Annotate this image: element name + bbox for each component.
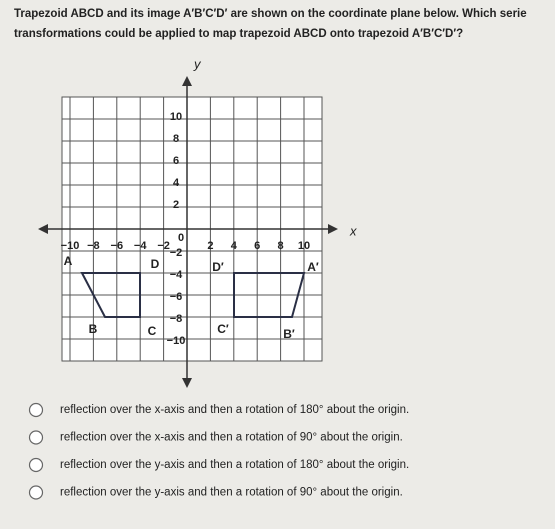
option-text[interactable]: reflection over the x-axis and then a ro… [60,404,409,416]
radio-button[interactable] [28,457,44,473]
arrow [182,76,192,86]
y-tick-label: 4 [173,177,180,189]
x-tick-label: −2 [157,240,170,252]
x-tick-label: 8 [278,240,284,252]
y-tick-label: −6 [170,291,183,303]
answer-option[interactable]: reflection over the y-axis and then a ro… [28,457,410,473]
radio-button[interactable] [28,402,44,418]
answer-option[interactable]: reflection over the x-axis and then a ro… [28,402,410,418]
answer-option[interactable]: reflection over the y-axis and then a ro… [28,485,403,500]
y-tick-label: −10 [167,335,186,347]
vertex-label: B [89,322,98,336]
x-tick-label: 6 [254,240,260,252]
option-text[interactable]: reflection over the y-axis and then a ro… [60,459,409,471]
y-tick-label: 2 [173,199,179,211]
y-tick-label: 8 [173,133,179,145]
radio-button[interactable] [28,485,44,500]
vertex-label: D′ [212,260,224,274]
trapezoid-image [233,272,306,318]
axis-label: y [193,56,202,71]
question-line: Trapezoid ABCD and its image A′B′C′D′ ar… [14,8,527,20]
x-tick-label: 2 [207,240,213,252]
answer-option[interactable]: reflection over the x-axis and then a ro… [28,430,403,445]
y-tick-label: 10 [170,111,182,123]
vertex-label: A′ [307,260,319,274]
vertex-label: D [151,257,160,271]
trapezoid-abcd [80,272,141,318]
y-tick-label: −4 [170,269,183,281]
question-line: transformations could be applied to map … [14,28,463,40]
axis-label: x [349,223,357,238]
arrow [182,378,192,388]
y-tick-label: 6 [173,155,179,167]
vertex-label: C [148,324,157,338]
x-tick-label: −6 [111,240,124,252]
vertex-label: C′ [217,322,229,336]
x-tick-label: −4 [134,240,147,252]
x-tick-label: −8 [87,240,100,252]
x-tick-label: 4 [231,240,238,252]
arrow [328,224,338,234]
arrow [38,224,48,234]
vertex-label: A [64,254,73,268]
radio-button[interactable] [28,430,44,445]
x-tick-label: 10 [298,240,310,252]
y-tick-label: −2 [170,247,183,259]
origin-label: 0 [178,232,184,244]
option-text[interactable]: reflection over the y-axis and then a ro… [60,487,403,499]
option-text[interactable]: reflection over the x-axis and then a ro… [60,432,403,444]
y-tick-label: −8 [170,313,183,325]
vertex-label: B′ [283,327,295,341]
x-tick-label: −10 [61,240,80,252]
